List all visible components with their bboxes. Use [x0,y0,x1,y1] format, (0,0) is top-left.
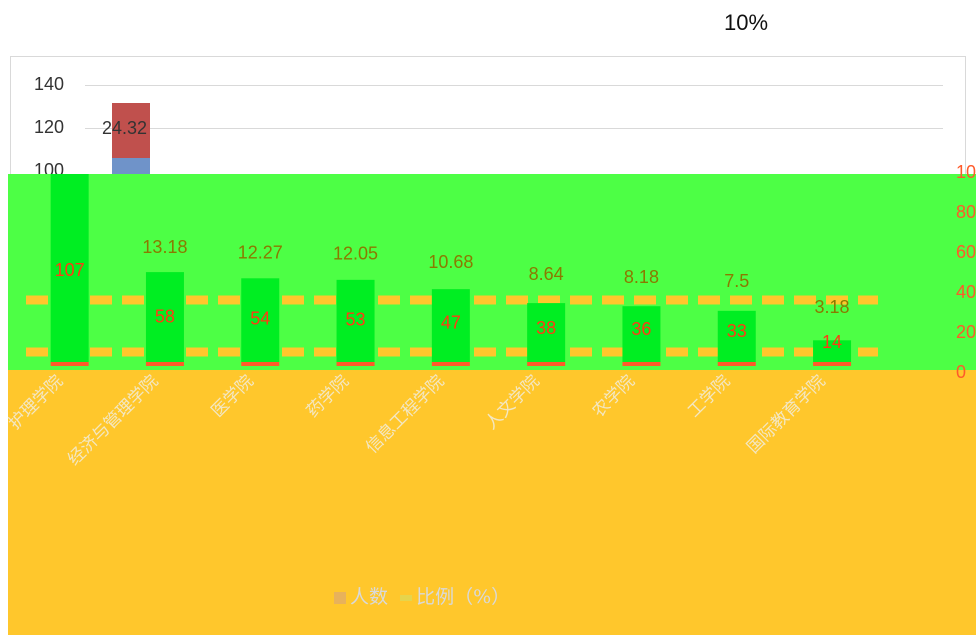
bar-base-8 [813,362,852,366]
x-tick-label-1: 经济与管理学院 [64,371,162,469]
count-label-0: 107 [55,260,85,280]
ratio-label-4: 10.68 [428,252,473,272]
count-label-7: 33 [727,321,747,341]
bar-base-4 [431,362,470,366]
y-tick-140: 140 [33,74,65,94]
y-tick-120: 120 [33,117,65,137]
bar-base-1 [145,362,184,366]
y2-tick-0: 0 [956,362,966,382]
ratio-label-7: 7.5 [724,271,749,291]
ratio-label-1: 13.18 [142,237,187,257]
ratio-label-5: 8.64 [529,264,564,284]
bar-base-0 [50,362,89,366]
bar-top-ratio-segment [112,103,150,158]
bar-base-6 [622,362,661,366]
bar-count-3 [336,279,375,362]
bar-top-ratio-label: 24.32 [102,118,148,138]
ratio-label-6: 8.18 [624,267,659,287]
gridline-120 [85,128,943,129]
count-label-4: 47 [441,313,461,333]
y2-tick-60: 60 [956,242,976,262]
bar-count-8 [813,340,852,362]
corner-value: 10% [724,10,769,35]
count-label-6: 36 [631,319,651,339]
legend-count-label: 人数 [350,586,389,608]
bar-count-1 [145,272,184,362]
bar-base-7 [717,362,756,366]
legend: 人数 比例（%） [334,582,510,609]
bar-base-3 [336,362,375,366]
count-label-3: 53 [346,309,366,329]
gridline-140 [85,85,943,86]
x-tick-label-4: 信息工程学院 [362,371,448,457]
y2-tick-40: 40 [956,282,976,302]
bar-count-4 [431,289,470,362]
ratio-label-3: 12.05 [333,244,378,264]
count-label-8: 14 [822,332,842,352]
axis-band [8,370,976,635]
count-label-1: 58 [155,306,175,326]
y2-tick-100: 100 [956,162,976,182]
ratio-label-2: 12.27 [238,242,283,262]
x-tick-label-0: 护理学院 [5,371,67,433]
y-tick-100: 100 [33,160,65,174]
legend-ratio-label: 比例（%） [416,586,511,608]
bar-count-6 [622,306,661,362]
chart-frame [10,56,966,175]
bar-count-0 [50,174,89,362]
legend-ratio-swatch [400,595,413,601]
y2-tick-80: 80 [956,202,976,222]
bar-count-2 [241,278,280,362]
bar-base-2 [241,362,280,366]
x-tick-label-3: 药学院 [303,371,353,421]
x-tick-label-6: 农学院 [589,371,639,421]
bar-top-count-segment [112,158,150,174]
y2-tick-20: 20 [956,322,976,342]
bar-count-5 [527,303,566,362]
ratio-label-8: 3.18 [815,297,850,317]
x-tick-label-5: 人文学院 [481,371,543,433]
bar-count-7 [717,310,756,362]
x-tick-label-7: 工学院 [684,371,734,421]
count-label-5: 38 [536,318,556,338]
legend-count-swatch [334,592,346,604]
x-tick-label-2: 医学院 [208,371,258,421]
bar-base-5 [527,362,566,366]
x-tick-label-8: 国际教育学院 [743,371,829,457]
count-label-2: 54 [250,309,270,329]
